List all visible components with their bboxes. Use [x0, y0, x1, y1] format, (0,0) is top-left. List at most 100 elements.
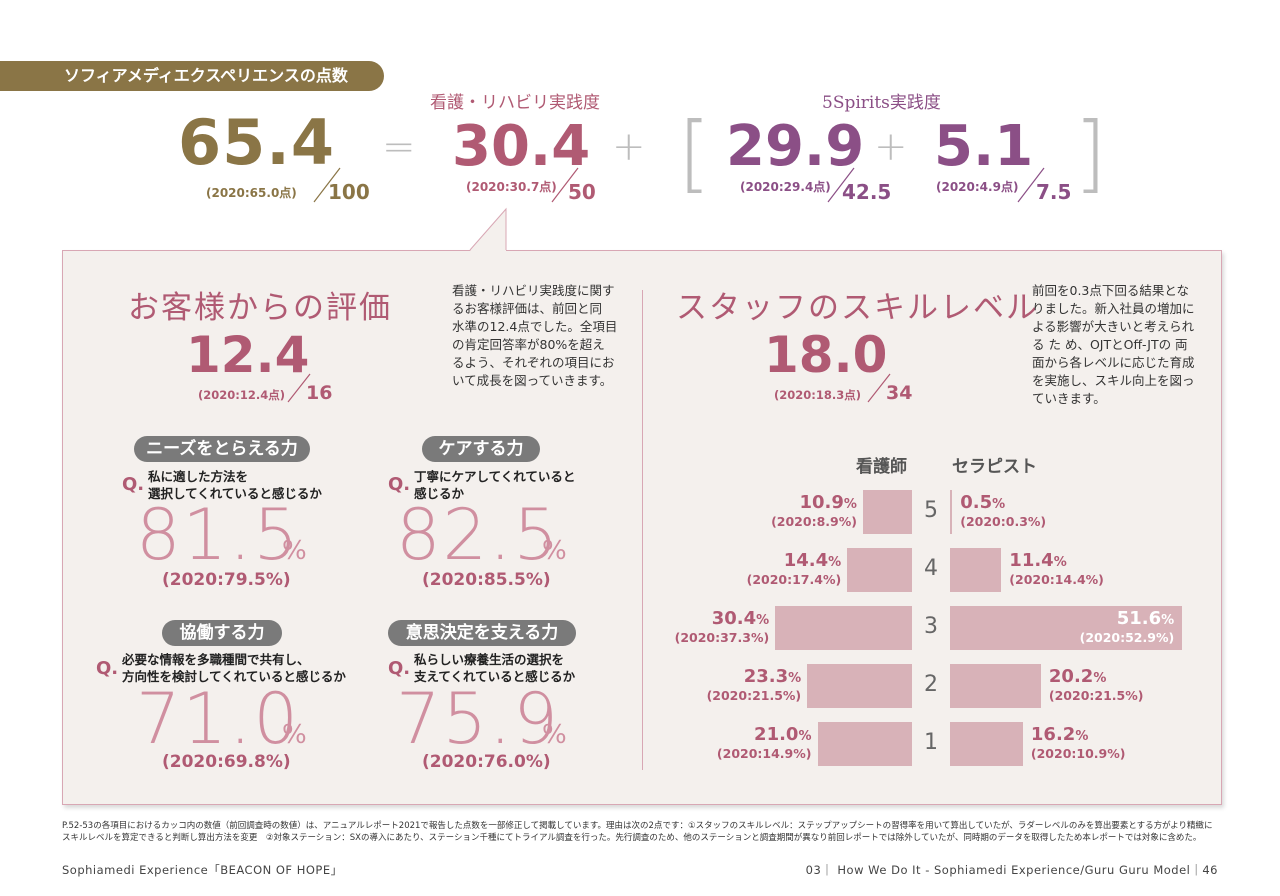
question-line: 支えてくれていると感じるか	[414, 669, 576, 684]
customer-section-title: お客様からの評価	[128, 290, 392, 326]
spirits-a-score: 29.9	[726, 114, 865, 179]
percent-sign: %	[788, 671, 802, 686]
pill-collaborate: 協働する力	[162, 620, 282, 646]
decision-percentage: 75.9	[396, 678, 560, 760]
spirits-b-score: 5.1	[934, 114, 1034, 179]
nurse-prev: (2020:21.5%)	[706, 688, 802, 703]
staff-section-title: スタッフのスキルレベル	[676, 290, 1039, 326]
desc-line: るお客様評価は、前回と同	[452, 301, 603, 316]
footnote: P.52-53の各項目におけるカッコ内の数値（前回調査時の数値）は、アニュアルレ…	[62, 820, 1222, 844]
needs-prev: (2020:79.5%)	[162, 570, 291, 590]
percent-sign: %	[756, 613, 770, 628]
question-text: 私らしい療養生活の選択を 支えてくれていると感じるか	[414, 651, 575, 685]
level-label: 4	[924, 556, 938, 581]
bracket-close: ]	[1074, 104, 1107, 202]
bracket-open: [	[678, 104, 711, 202]
question-text: 私に適した方法を 選択してくれていると感じるか	[148, 468, 322, 502]
nurse-bar	[807, 664, 912, 708]
nursing-score: 30.4	[452, 114, 591, 179]
question-line: 必要な情報を多職種間で共有し、	[122, 652, 310, 667]
spirits-b-denominator: 7.5	[1036, 180, 1072, 204]
equals-sign: =	[382, 124, 416, 170]
customer-score: 12.4	[186, 326, 310, 384]
staff-score: 18.0	[764, 326, 888, 384]
therapist-prev: (2020:0.3%)	[960, 514, 1047, 529]
therapist-prev: (2020:21.5%)	[1048, 688, 1144, 703]
spirits-a-prev: (2020:29.4点)	[740, 180, 831, 194]
percent-sign: %	[282, 536, 307, 566]
column-header-nurse: 看護師	[856, 457, 907, 477]
nursing-label: 看護・リハビリ実践度	[430, 93, 600, 113]
skill-level-chart: 5 10.9% (2020:8.9%) 0.5% (2020:0.3%) 4 14.4% (2…	[640, 488, 1220, 778]
percent-sign: %	[992, 497, 1006, 512]
pill-needs: ニーズをとらえる力	[134, 436, 310, 462]
customer-slash-icon	[287, 373, 311, 403]
panel-divider	[642, 290, 643, 770]
total-prev: (2020:65.0点)	[206, 186, 297, 200]
desc-line: る た め、OJTとOff-JTの 両	[1032, 337, 1188, 352]
question-line: 選択してくれていると感じるか	[148, 486, 322, 501]
question-line: 丁寧にケアしてくれていると	[414, 469, 576, 484]
question-line: 私らしい療養生活の選択を	[414, 652, 565, 667]
pill-care: ケアする力	[422, 436, 540, 462]
nurse-value: 21.0%	[754, 724, 812, 745]
desc-line: 面から各レベルに応じた育成	[1032, 355, 1195, 370]
staff-prev: (2020:18.3点)	[774, 388, 861, 402]
nurse-prev: (2020:8.9%)	[771, 514, 857, 529]
therapist-bar	[950, 490, 953, 534]
percent-sign: %	[1093, 671, 1107, 686]
therapist-value: 51.6%	[1116, 608, 1175, 629]
nurse-prev: (2020:17.4%)	[746, 572, 842, 587]
percent-sign: %	[542, 536, 567, 566]
spirits-b-prev: (2020:4.9点)	[936, 180, 1019, 194]
q-icon: Q.	[388, 474, 411, 495]
therapist-prev: (2020:10.9%)	[1030, 746, 1126, 761]
nurse-bar	[817, 722, 912, 766]
percent-sign: %	[282, 720, 307, 750]
percent-sign: %	[843, 497, 857, 512]
nursing-prev: (2020:30.7点)	[466, 180, 557, 194]
staff-denominator: 34	[886, 382, 913, 404]
spirits-b-slash-icon	[1017, 167, 1045, 203]
pill-decision: 意思決定を支える力	[388, 620, 576, 646]
column-header-therapist: セラピスト	[952, 457, 1037, 477]
total-score: 65.4	[178, 106, 335, 179]
desc-line: の肯定回答率が80%を超え	[452, 337, 605, 352]
nurse-prev: (2020:14.9%)	[716, 746, 812, 761]
nursing-denominator: 50	[568, 180, 596, 204]
total-denominator: 100	[328, 180, 370, 204]
q-icon: Q.	[388, 658, 411, 679]
plus-sign-2: +	[874, 124, 908, 170]
desc-line: ていきます。	[1032, 391, 1106, 406]
nurse-value: 10.9%	[799, 492, 857, 513]
spirits-label: 5Spirits実践度	[822, 93, 941, 113]
level-label: 2	[924, 672, 938, 697]
therapist-value: 20.2%	[1048, 666, 1107, 687]
nurse-value: 30.4%	[711, 608, 770, 629]
staff-slash-icon	[867, 373, 891, 403]
desc-line: 看護・リハビリ実践度に関す	[452, 283, 615, 298]
therapist-value: 0.5%	[960, 492, 1006, 513]
customer-denominator: 16	[306, 382, 333, 404]
level-label: 3	[924, 614, 938, 639]
nurse-value: 14.4%	[783, 550, 842, 571]
nurse-bar	[862, 490, 912, 534]
therapist-prev: (2020:14.4%)	[1009, 572, 1104, 587]
staff-description: 前回を0.3点下回る結果とな りました。新入社員の増加に よる影響が大きいと考え…	[1032, 282, 1195, 408]
spirits-a-slash-icon	[827, 167, 855, 203]
percent-sign: %	[542, 720, 567, 750]
care-prev: (2020:85.5%)	[422, 570, 551, 590]
therapist-value: 11.4%	[1009, 550, 1067, 571]
level-label: 1	[924, 730, 938, 755]
total-slash-icon	[313, 167, 341, 203]
percent-sign: %	[1161, 613, 1175, 628]
q-icon: Q.	[96, 658, 119, 679]
desc-line: いて成長を図っていきます。	[452, 373, 613, 388]
question-text: 丁寧にケアしてくれていると 感じるか	[414, 468, 575, 502]
spirits-a-denominator: 42.5	[842, 180, 892, 204]
therapist-bar	[950, 722, 1023, 766]
customer-description: 看護・リハビリ実践度に関す るお客様評価は、前回と同 水準の12.4点でした。全…	[452, 282, 617, 390]
care-percentage: 82.5	[396, 494, 560, 576]
section-header-tag: ソフィアメディエクスペリエンスの点数	[0, 61, 384, 91]
footnote-line: P.52-53の各項目におけるカッコ内の数値（前回調査時の数値）は、アニュアルレ…	[62, 821, 1213, 831]
